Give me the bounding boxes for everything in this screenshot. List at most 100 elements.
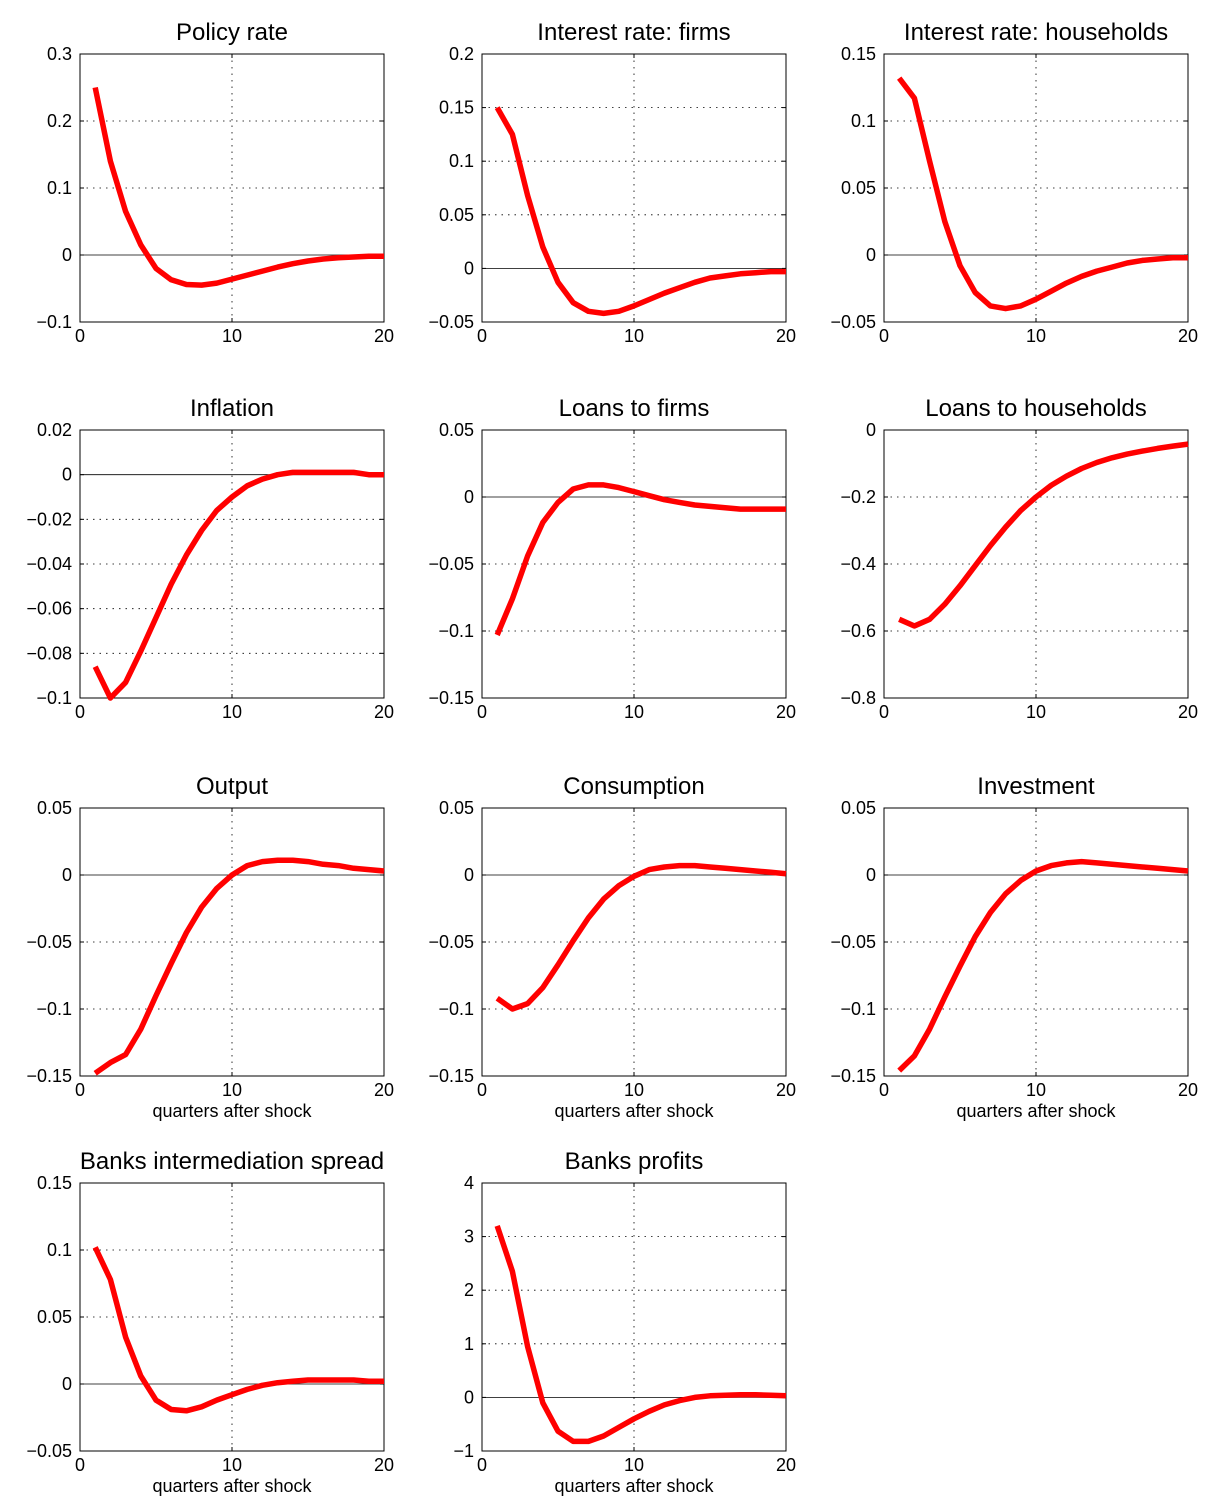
y-tick-label: 0.05 bbox=[841, 178, 876, 198]
x-tick-label: 0 bbox=[477, 1455, 487, 1475]
x-tick-label: 20 bbox=[374, 702, 394, 722]
y-tick-label: 0.1 bbox=[47, 1240, 72, 1260]
chart-title: Policy rate bbox=[176, 19, 288, 46]
chart-panel: 0 10 20 −0.1 −0.08 −0.06 −0.04 −0.02 0 0.02 Inflat… bbox=[26, 395, 394, 722]
x-tick-label: 20 bbox=[776, 1455, 796, 1475]
y-tick-label: −0.6 bbox=[840, 621, 876, 641]
series-line bbox=[92, 1246, 384, 1414]
x-tick-label: 0 bbox=[75, 326, 85, 346]
y-tick-label: 0.15 bbox=[439, 98, 474, 118]
y-tick-label: −0.05 bbox=[830, 312, 876, 332]
y-tick-label: 0.05 bbox=[37, 1307, 72, 1327]
chart-title: Inflation bbox=[190, 395, 274, 422]
chart-title: Loans to households bbox=[925, 395, 1147, 422]
y-tick-label: −0.2 bbox=[840, 487, 876, 507]
y-tick-label: −1 bbox=[453, 1441, 474, 1461]
y-tick-label: 0.3 bbox=[47, 44, 72, 64]
y-tick-label: −0.05 bbox=[428, 554, 474, 574]
y-tick-label: −0.05 bbox=[26, 932, 72, 952]
x-tick-label: 10 bbox=[624, 1455, 644, 1475]
y-tick-label: 0 bbox=[866, 865, 876, 885]
y-tick-label: 4 bbox=[464, 1173, 474, 1193]
y-tick-label: −0.15 bbox=[26, 1066, 72, 1086]
chart-title: Interest rate: firms bbox=[537, 19, 730, 46]
x-tick-label: 0 bbox=[477, 1080, 487, 1100]
y-tick-label: 0.05 bbox=[439, 798, 474, 818]
y-tick-label: −0.05 bbox=[26, 1441, 72, 1461]
x-tick-label: 20 bbox=[1178, 1080, 1198, 1100]
x-tick-label: 0 bbox=[75, 702, 85, 722]
x-axis-label: quarters after shock bbox=[554, 1101, 714, 1121]
x-axis-label: quarters after shock bbox=[152, 1476, 312, 1496]
x-tick-label: 20 bbox=[374, 1080, 394, 1100]
chart-panel: 0 10 20 −0.15 −0.1 −0.05 0 0.05 Investment quarte… bbox=[830, 773, 1198, 1121]
x-tick-label: 10 bbox=[222, 326, 242, 346]
chart-title: Consumption bbox=[563, 773, 704, 800]
y-tick-label: −0.06 bbox=[26, 599, 72, 619]
x-tick-label: 20 bbox=[776, 1080, 796, 1100]
y-tick-label: 0.1 bbox=[47, 178, 72, 198]
x-tick-label: 0 bbox=[879, 1080, 889, 1100]
x-tick-label: 10 bbox=[1026, 326, 1046, 346]
chart-panel: 0 10 20 −0.15 −0.1 −0.05 0 0.05 Consumption quart… bbox=[428, 773, 796, 1121]
x-axis-label: quarters after shock bbox=[152, 1101, 312, 1121]
chart-title: Output bbox=[196, 773, 268, 800]
series-line bbox=[897, 858, 1189, 1073]
x-tick-label: 10 bbox=[222, 702, 242, 722]
x-axis-label: quarters after shock bbox=[956, 1101, 1116, 1121]
y-tick-label: 0 bbox=[866, 245, 876, 265]
y-tick-label: 0 bbox=[464, 1387, 474, 1407]
series-line bbox=[494, 106, 786, 317]
chart-title: Interest rate: households bbox=[904, 19, 1168, 46]
y-tick-label: 0.15 bbox=[841, 44, 876, 64]
series-line bbox=[495, 862, 787, 1012]
chart-panel: 0 10 20 −0.15 −0.1 −0.05 0 0.05 Loans to firms bbox=[428, 395, 796, 722]
x-tick-label: 0 bbox=[75, 1455, 85, 1475]
y-tick-label: −0.08 bbox=[26, 643, 72, 663]
y-tick-label: −0.1 bbox=[438, 999, 474, 1019]
x-tick-label: 10 bbox=[624, 326, 644, 346]
y-tick-label: 2 bbox=[464, 1280, 474, 1300]
x-tick-label: 0 bbox=[477, 702, 487, 722]
y-tick-label: 0.15 bbox=[37, 1173, 72, 1193]
y-tick-label: 0.1 bbox=[851, 111, 876, 131]
x-tick-label: 10 bbox=[1026, 1080, 1046, 1100]
x-tick-label: 0 bbox=[879, 326, 889, 346]
y-tick-label: 0.05 bbox=[841, 798, 876, 818]
y-tick-label: 0 bbox=[464, 258, 474, 278]
chart-title: Banks intermediation spread bbox=[80, 1148, 384, 1175]
y-tick-label: −0.15 bbox=[830, 1066, 876, 1086]
y-tick-label: 0 bbox=[62, 465, 72, 485]
y-tick-label: 0 bbox=[62, 245, 72, 265]
x-tick-label: 20 bbox=[374, 326, 394, 346]
y-tick-label: −0.1 bbox=[840, 999, 876, 1019]
y-tick-label: −0.1 bbox=[36, 312, 72, 332]
x-tick-label: 10 bbox=[222, 1455, 242, 1475]
chart-panel: 0 10 20 −0.15 −0.1 −0.05 0 0.05 Output quarters a… bbox=[26, 773, 394, 1121]
x-axis-label: quarters after shock bbox=[554, 1476, 714, 1496]
y-tick-label: −0.05 bbox=[428, 312, 474, 332]
chart-title: Loans to firms bbox=[559, 395, 710, 422]
y-tick-label: 0 bbox=[62, 865, 72, 885]
y-tick-label: −0.1 bbox=[438, 621, 474, 641]
y-tick-label: −0.05 bbox=[830, 932, 876, 952]
x-tick-label: 20 bbox=[374, 1455, 394, 1475]
x-tick-label: 10 bbox=[624, 702, 644, 722]
x-tick-label: 20 bbox=[1178, 702, 1198, 722]
x-tick-label: 0 bbox=[879, 702, 889, 722]
series-line bbox=[93, 857, 385, 1076]
y-tick-label: 0.1 bbox=[449, 151, 474, 171]
y-tick-label: −0.05 bbox=[428, 932, 474, 952]
x-tick-label: 10 bbox=[624, 1080, 644, 1100]
x-tick-label: 10 bbox=[1026, 702, 1046, 722]
x-tick-label: 10 bbox=[222, 1080, 242, 1100]
y-tick-label: 0.02 bbox=[37, 420, 72, 440]
y-tick-label: −0.15 bbox=[428, 1066, 474, 1086]
x-tick-label: 20 bbox=[776, 326, 796, 346]
